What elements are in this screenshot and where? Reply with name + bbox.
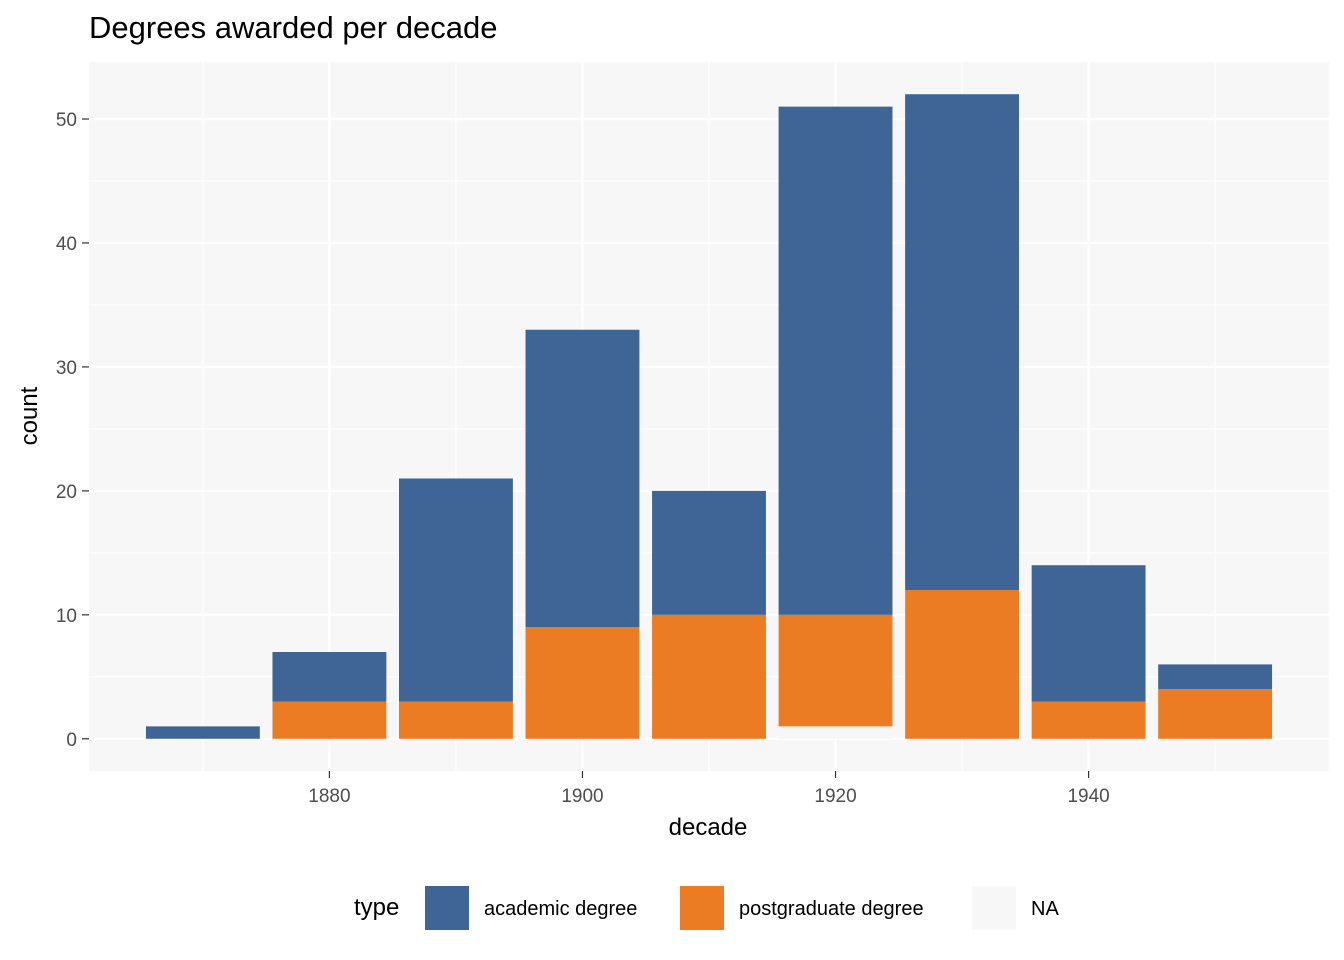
bar-postgraduate-degree-1890 [399,701,513,739]
y-tick-label: 20 [56,482,77,503]
bar-academic-degree-1880 [272,652,387,702]
bar-postgraduate-degree-1940 [1031,701,1146,739]
legend-label-postgraduate-degree: postgraduate degree [739,898,924,920]
y-tick-label: 10 [56,606,77,627]
bar-academic-degree-1940 [1031,565,1146,702]
legend-key-postgraduate-degree [680,886,724,930]
legend-key-na [972,886,1016,930]
legend-label-academic-degree: academic degree [484,898,638,920]
bar-postgraduate-degree-1880 [272,701,387,739]
bar-academic-degree-1890 [399,478,513,702]
legend: type academic degree postgraduate degree… [0,884,1344,932]
bar-academic-degree-1900 [525,329,640,628]
y-tick-label: 50 [56,110,77,131]
bar-postgraduate-degree-1910 [652,614,766,739]
bar-postgraduate-degree-1950 [1158,689,1273,739]
x-tick-label: 1880 [308,786,350,807]
y-tick-label: 30 [56,358,77,379]
y-tick-label: 40 [56,234,77,255]
bar-academic-degree-1920 [778,106,893,615]
x-tick-label: 1900 [561,786,603,807]
legend-title: type [354,894,400,921]
bars [145,94,1273,739]
bar-academic-degree-1930 [905,94,1019,591]
x-axis: 1880 1900 1920 1940 [308,771,1110,807]
x-axis-title: decade [669,814,748,841]
bar-postgraduate-degree-1900 [525,627,640,739]
legend-label-na: NA [1031,898,1059,920]
y-axis: 0 10 20 30 40 50 [56,110,89,751]
x-tick-label: 1940 [1067,786,1109,807]
bar-academic-degree-1870 [145,726,260,739]
y-axis-title: count [16,386,43,445]
chart-title: Degrees awarded per decade [89,10,498,45]
bar-postgraduate-degree-1930 [905,590,1019,739]
bar-postgraduate-degree-1920 [778,614,893,727]
y-tick-label: 0 [66,730,77,751]
bar-academic-degree-1950 [1158,664,1273,690]
bar-academic-degree-1910 [652,490,766,615]
x-tick-label: 1920 [814,786,856,807]
legend-key-academic-degree [425,886,469,930]
bar-na-1920 [778,726,893,739]
bar-chart: 0 10 20 30 40 50 1880 1900 1920 1940 count decad… [16,94,1273,841]
